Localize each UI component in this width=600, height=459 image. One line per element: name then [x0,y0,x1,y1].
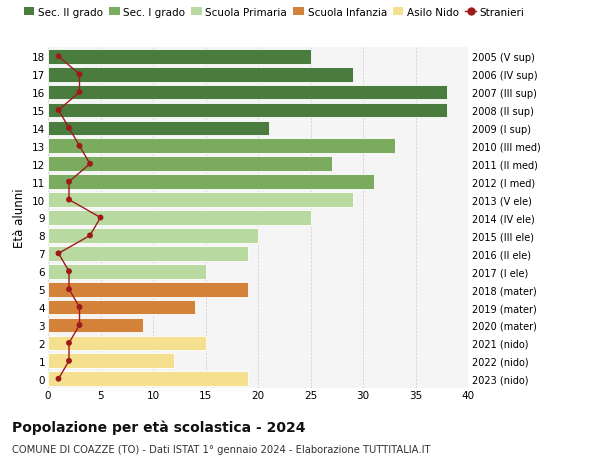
Point [64,268,74,275]
Bar [48,121,269,136]
Point [74,322,84,329]
Text: Popolazione per età scolastica - 2024: Popolazione per età scolastica - 2024 [12,420,305,435]
Bar [48,229,258,243]
Legend: Sec. II grado, Sec. I grado, Scuola Primaria, Scuola Infanzia, Asilo Nido, Stran: Sec. II grado, Sec. I grado, Scuola Prim… [24,7,524,17]
Point [96,214,106,222]
Bar [48,50,311,64]
Bar [48,193,353,207]
Text: COMUNE DI COAZZE (TO) - Dati ISTAT 1° gennaio 2024 - Elaborazione TUTTITALIA.IT: COMUNE DI COAZZE (TO) - Dati ISTAT 1° ge… [12,444,431,454]
Point [54,107,64,114]
Bar [48,85,447,100]
Bar [48,246,248,261]
Point [64,179,74,186]
Bar [48,300,195,315]
Bar [48,103,447,118]
Point [74,71,84,78]
Bar [48,372,248,386]
Bar [48,157,331,172]
Point [74,143,84,150]
Y-axis label: Età alunni: Età alunni [13,188,26,248]
Bar [48,318,143,333]
Point [85,161,95,168]
Bar [48,67,353,82]
Point [64,340,74,347]
Bar [48,264,205,279]
Bar [48,354,174,369]
Point [64,286,74,293]
Bar [48,336,205,351]
Point [54,250,64,257]
Bar [48,282,248,297]
Bar [48,211,311,225]
Bar [48,139,395,154]
Point [54,375,64,383]
Point [64,196,74,204]
Point [74,304,84,311]
Point [64,358,74,365]
Point [85,232,95,240]
Point [54,53,64,61]
Bar [48,175,373,190]
Point [74,89,84,96]
Point [64,125,74,132]
